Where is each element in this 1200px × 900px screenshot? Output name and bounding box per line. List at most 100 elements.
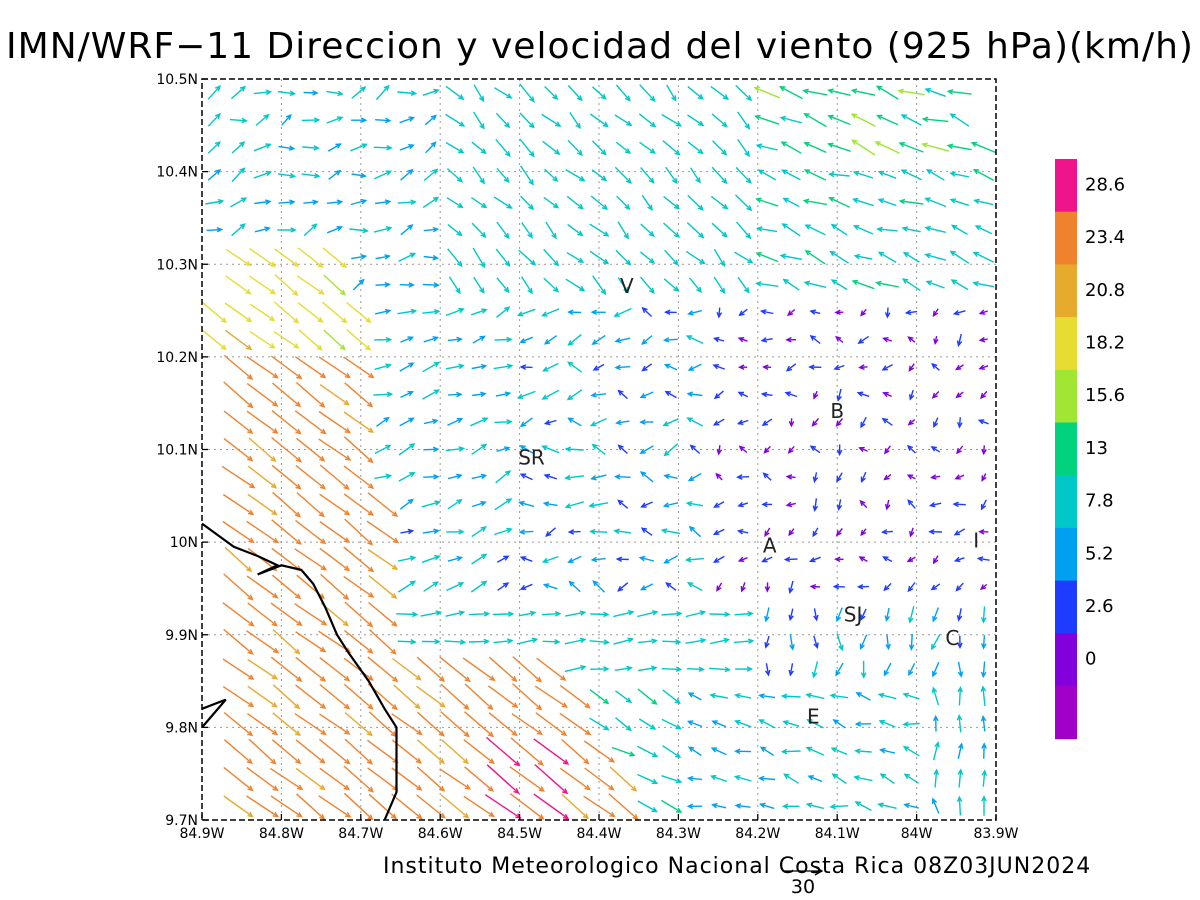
wind-arrow (463, 795, 495, 818)
wind-arrow-shaft (713, 528, 725, 535)
wind-arrow (662, 337, 678, 343)
wind-arrow (713, 390, 724, 400)
wind-arrow-head (505, 498, 513, 504)
wind-arrow-shaft (637, 773, 658, 784)
wind-arrow-shaft (521, 556, 533, 562)
wind-arrow (471, 443, 488, 455)
wind-arrow-head (809, 335, 816, 341)
wind-arrow (297, 302, 324, 323)
wind-arrow-shaft (592, 275, 606, 295)
wind-arrow-shaft (422, 529, 439, 534)
wind-arrow-shaft (326, 116, 343, 124)
wind-arrow-head (575, 122, 581, 130)
wind-arrow (712, 555, 725, 563)
wind-arrow-shaft (710, 694, 728, 699)
wind-arrow-shaft (375, 283, 390, 286)
wind-arrow-head (764, 669, 771, 677)
wind-arrow-shaft (687, 194, 704, 211)
wind-arrow-shaft (247, 685, 277, 708)
wind-arrow-head (697, 94, 704, 100)
wind-arrow (397, 90, 418, 96)
wind-arrow-shaft (932, 798, 940, 814)
wind-arrow (468, 611, 491, 617)
wind-arrow (858, 364, 868, 370)
wind-arrow-shaft (422, 283, 439, 286)
wind-arrow-shaft (322, 247, 347, 268)
wind-arrow (205, 198, 225, 205)
wind-arrow (737, 139, 750, 158)
wind-arrow (734, 251, 754, 264)
wind-arrow-head (311, 223, 318, 230)
wind-arrow-head (433, 361, 440, 368)
wind-arrow (561, 738, 590, 765)
wind-arrow-shaft (294, 603, 327, 626)
wind-arrow-shaft (737, 476, 750, 478)
wind-arrow-shaft (327, 143, 341, 152)
coastline-path (201, 522, 398, 821)
wind-arrow (319, 713, 351, 735)
wind-arrow-head (506, 93, 513, 99)
wind-arrow-head (463, 812, 470, 819)
wind-arrow (759, 802, 775, 810)
wind-arrow-head (956, 340, 963, 347)
wind-arrow (223, 795, 254, 818)
wind-arrow-head (320, 538, 327, 545)
wind-arrow-head (603, 725, 610, 731)
wind-arrow (249, 331, 276, 349)
wind-arrow-head (566, 394, 574, 401)
wind-arrow (589, 417, 607, 427)
wind-arrow-shaft (278, 145, 294, 150)
wind-arrow-head (613, 528, 620, 535)
wind-arrow (638, 718, 657, 730)
wind-arrow-head (296, 676, 303, 682)
wind-arrow (271, 739, 302, 765)
wind-arrow-head (336, 199, 344, 205)
wind-arrow (835, 335, 844, 344)
wind-arrow (661, 113, 683, 127)
wind-arrow-head (487, 704, 494, 711)
wind-arrow-head (877, 802, 884, 808)
wind-arrow (343, 576, 375, 598)
wind-arrow-shaft (207, 141, 221, 154)
wind-arrow (567, 417, 582, 427)
wind-arrow (473, 276, 485, 294)
wind-arrow-head (343, 484, 350, 490)
wind-arrow-head (715, 472, 722, 479)
wind-arrow-head (217, 198, 225, 205)
wind-arrow (592, 580, 606, 593)
wind-arrow-shaft (368, 793, 397, 819)
wind-arrow (440, 683, 470, 710)
wind-arrow (687, 141, 704, 155)
wind-arrow-shaft (639, 251, 655, 264)
wind-arrow (471, 222, 487, 238)
wind-arrow-shaft (590, 530, 608, 533)
wind-arrow-head (933, 338, 939, 345)
wind-arrow-shaft (350, 199, 366, 206)
lat-tick-label: 10.1N (156, 443, 198, 459)
wind-arrow (374, 308, 392, 315)
wind-arrow-shaft (733, 640, 753, 644)
wind-arrow-head (809, 583, 817, 590)
wind-arrow-shaft (559, 767, 591, 790)
wind-arrow-shaft (762, 418, 773, 426)
wind-arrow-head (592, 580, 599, 587)
wind-arrow-head (600, 175, 608, 182)
wind-arrow-shaft (366, 739, 398, 764)
wind-arrow-shaft (836, 633, 843, 650)
wind-arrow-head (480, 363, 488, 370)
wind-arrow-head (782, 197, 789, 203)
wind-arrow (447, 336, 463, 343)
wind-arrow (399, 362, 415, 372)
wind-arrow (564, 664, 587, 673)
coastline (201, 522, 398, 821)
wind-arrow-head (239, 85, 246, 92)
wind-arrow-head (415, 757, 422, 764)
wind-arrow-head (416, 813, 423, 820)
wind-arrow (782, 278, 800, 291)
wind-arrow-shaft (685, 250, 705, 264)
wind-arrow-shaft (398, 556, 415, 562)
wind-arrow-shaft (982, 661, 986, 677)
wind-arrow-shaft (446, 197, 463, 208)
wind-arrow (933, 335, 939, 345)
wind-arrow-shaft (391, 713, 422, 735)
